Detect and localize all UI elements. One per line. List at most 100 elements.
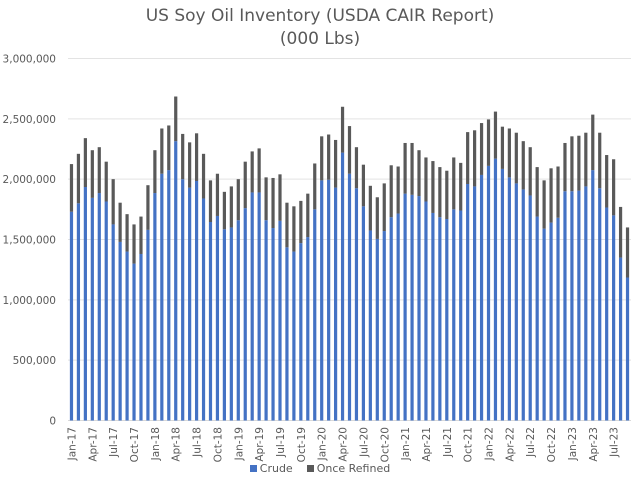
bar-crude xyxy=(333,187,338,421)
bar-once-refined xyxy=(563,142,567,192)
bar-crude xyxy=(264,220,268,421)
bar-once-refined xyxy=(333,139,338,188)
bar-crude xyxy=(340,152,345,421)
chart-title: US Soy Oil Inventory (USDA CAIR Report) xyxy=(145,6,495,26)
bar-once-refined xyxy=(500,126,505,169)
bar-once-refined xyxy=(486,119,491,166)
bar-crude xyxy=(236,220,240,421)
bar-once-refined xyxy=(459,162,463,211)
bar-once-refined xyxy=(375,197,379,239)
bar-once-refined xyxy=(382,183,386,232)
bar-crude xyxy=(445,218,449,421)
bar-once-refined xyxy=(194,133,199,181)
chart-subtitle: (000 Lbs) xyxy=(279,29,361,49)
bar-crude xyxy=(584,186,588,421)
bar-crude xyxy=(222,229,226,421)
bar-crude xyxy=(563,191,567,421)
bar-crude xyxy=(361,206,366,421)
bar-once-refined xyxy=(69,164,74,212)
bar-once-refined xyxy=(347,126,352,174)
bar-once-refined xyxy=(299,200,303,244)
bar-once-refined xyxy=(83,138,87,188)
bar-crude xyxy=(618,257,623,421)
bar-crude xyxy=(76,203,81,421)
bar-crude xyxy=(598,188,602,421)
bar-crude xyxy=(473,186,477,421)
bar-crude xyxy=(410,194,414,421)
bar-once-refined xyxy=(278,174,282,221)
y-tick-label: 0 xyxy=(49,416,56,428)
bar-crude xyxy=(229,227,233,421)
bar-crude xyxy=(535,216,539,421)
x-axis-tick-labels: Jan-17 Apr-17 Jul-17 Oct-17 Jan-18 Apr-18 Jul-… xyxy=(66,427,620,462)
bar-once-refined xyxy=(535,167,539,217)
bar-crude xyxy=(111,224,115,421)
bar-crude xyxy=(271,228,275,421)
bar-crude xyxy=(507,177,511,421)
bars xyxy=(69,96,630,421)
bar-once-refined xyxy=(174,96,178,142)
x-tick-label: Jan-23 xyxy=(567,427,579,461)
x-tick-label: Jul-17 xyxy=(108,427,120,458)
bar-once-refined xyxy=(125,214,129,252)
y-tick-label: 1,000,000 xyxy=(3,295,56,307)
bar-once-refined xyxy=(605,155,609,208)
x-tick-label: Jan-20 xyxy=(317,427,329,461)
bar-crude xyxy=(167,170,171,421)
bar-once-refined xyxy=(570,136,574,192)
bar-crude xyxy=(431,212,435,421)
bar-crude xyxy=(625,277,630,421)
bar-crude xyxy=(97,193,101,421)
bar-once-refined xyxy=(618,206,623,258)
bar-once-refined xyxy=(361,164,366,207)
bar-once-refined xyxy=(111,179,115,225)
bar-crude xyxy=(438,217,442,421)
bar-crude xyxy=(320,180,324,421)
bar-once-refined xyxy=(591,114,595,171)
bar-once-refined xyxy=(396,166,400,214)
bar-crude xyxy=(591,170,595,421)
bar-crude xyxy=(479,174,484,421)
bar-crude xyxy=(139,253,143,421)
bar-once-refined xyxy=(410,142,414,195)
bar-once-refined xyxy=(139,216,143,254)
bar-crude xyxy=(132,263,136,421)
legend-label-crude: Crude xyxy=(259,462,293,475)
legend-item-crude[interactable]: Crude xyxy=(249,462,293,475)
bar-once-refined xyxy=(354,147,359,189)
bar-once-refined xyxy=(473,130,477,187)
bar-once-refined xyxy=(76,153,81,204)
x-tick-label: Jul-22 xyxy=(525,427,537,458)
bar-once-refined xyxy=(403,142,407,194)
bar-once-refined xyxy=(257,148,261,193)
bar-once-refined xyxy=(542,180,546,229)
bar-crude xyxy=(424,201,428,421)
bar-crude xyxy=(417,196,421,421)
bar-crude xyxy=(396,213,400,421)
bar-once-refined xyxy=(514,132,518,184)
bar-crude xyxy=(521,189,525,421)
legend-item-once-refined[interactable]: Once Refined xyxy=(306,462,390,475)
y-tick-label: 1,500,000 xyxy=(3,235,56,247)
x-tick-label: Jan-19 xyxy=(233,427,245,461)
x-tick-label: Jul-18 xyxy=(192,427,204,458)
x-tick-label: Jul-19 xyxy=(275,427,287,458)
bar-crude xyxy=(542,228,546,421)
bar-crude xyxy=(493,158,498,421)
bar-crude xyxy=(500,168,505,421)
bar-once-refined xyxy=(340,106,345,153)
bar-once-refined xyxy=(521,141,525,190)
y-axis-tick-labels: 0 500,000 1,000,000 1,500,000 2,000,000 2,500… xyxy=(3,54,56,428)
bar-once-refined xyxy=(577,135,581,191)
bar-crude xyxy=(250,192,254,421)
bar-once-refined xyxy=(320,136,324,181)
bar-crude xyxy=(549,222,553,421)
bar-once-refined xyxy=(466,132,470,184)
bar-crude xyxy=(577,190,581,421)
bar-crude xyxy=(459,210,463,421)
bar-crude xyxy=(69,211,74,421)
bar-once-refined xyxy=(327,134,331,180)
x-tick-label: Oct-21 xyxy=(463,427,475,462)
bar-crude xyxy=(612,215,616,421)
